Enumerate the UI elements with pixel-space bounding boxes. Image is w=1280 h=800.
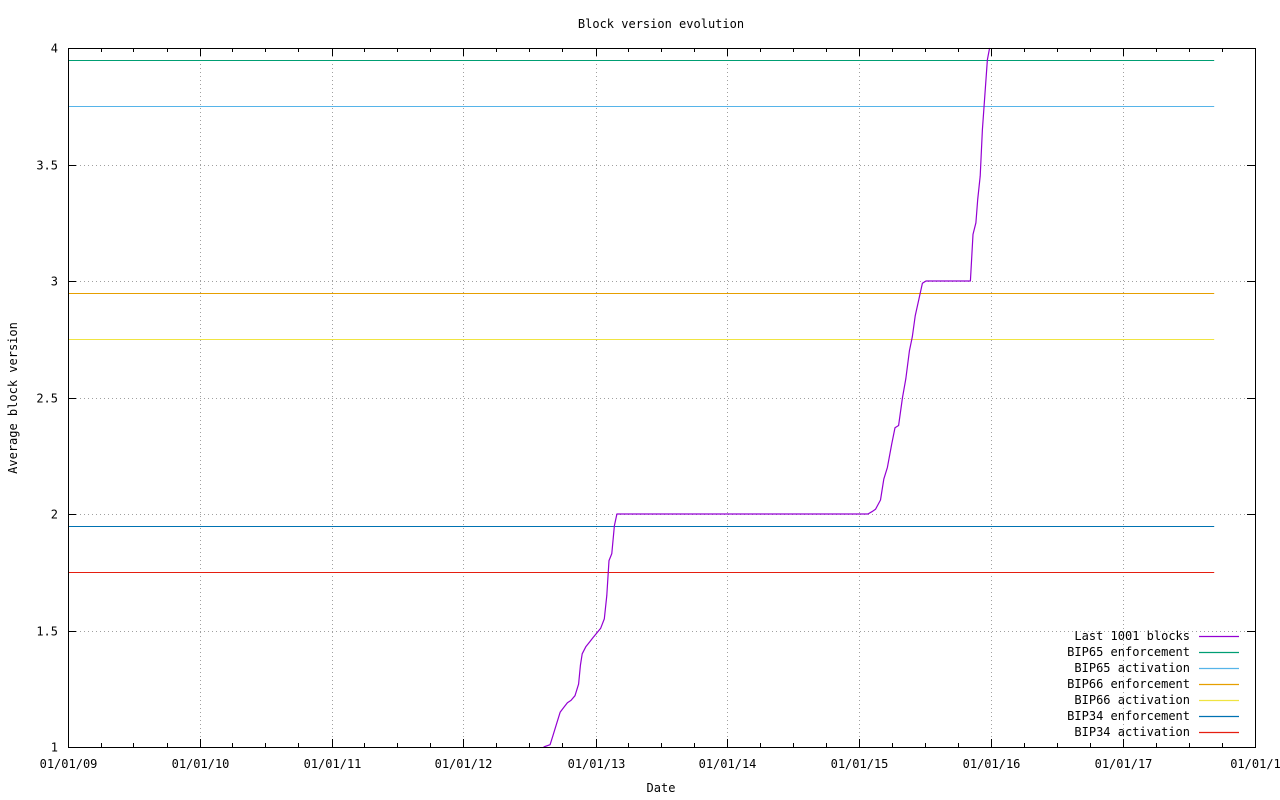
legend-label-bip65-activation: BIP65 activation bbox=[1074, 661, 1190, 675]
y-axis-label: Average block version bbox=[6, 322, 20, 474]
legend-label-bip34-activation: BIP34 activation bbox=[1074, 725, 1190, 739]
grid-layer bbox=[68, 48, 1255, 747]
x-tick-label: 01/01/10 bbox=[172, 757, 230, 771]
x-tick-label: 01/01/1 bbox=[1230, 757, 1280, 771]
y-tick-label: 3 bbox=[51, 275, 58, 289]
legend: Last 1001 blocks BIP65 enforcement BIP65 a… bbox=[1067, 629, 1239, 739]
x-tick-label: 01/01/12 bbox=[435, 757, 493, 771]
y-tick-label: 2.5 bbox=[36, 392, 58, 406]
x-tick-labels: 01/01/09 01/01/10 01/01/11 01/01/12 01/01/13… bbox=[40, 757, 1280, 771]
legend-label-last-1001-blocks: Last 1001 blocks bbox=[1074, 629, 1190, 643]
y-tick-label: 2 bbox=[51, 508, 58, 522]
legend-label-bip34-enforcement: BIP34 enforcement bbox=[1067, 709, 1190, 723]
x-tick-label: 01/01/16 bbox=[963, 757, 1021, 771]
x-tick-label: 01/01/17 bbox=[1095, 757, 1153, 771]
y-tick-labels: 1 1.5 2 2.5 3 3.5 4 bbox=[36, 42, 58, 755]
legend-label-bip66-activation: BIP66 activation bbox=[1074, 693, 1190, 707]
series-line-last-1001-blocks bbox=[543, 47, 991, 748]
x-tick-label: 01/01/15 bbox=[831, 757, 889, 771]
x-axis-label: Date bbox=[647, 781, 676, 795]
threshold-lines bbox=[68, 60, 1215, 573]
chart-title: Block version evolution bbox=[578, 17, 744, 31]
x-tick-label: 01/01/11 bbox=[304, 757, 362, 771]
legend-label-bip65-enforcement: BIP65 enforcement bbox=[1067, 645, 1190, 659]
x-tick-label: 01/01/14 bbox=[699, 757, 757, 771]
y-tick-label: 4 bbox=[51, 42, 58, 56]
axis-ticks bbox=[68, 48, 1256, 748]
y-tick-label: 1.5 bbox=[36, 625, 58, 639]
x-tick-label: 01/01/09 bbox=[40, 757, 98, 771]
y-tick-label: 3.5 bbox=[36, 159, 58, 173]
x-tick-label: 01/01/13 bbox=[568, 757, 626, 771]
series-lines bbox=[543, 47, 991, 748]
y-tick-label: 1 bbox=[51, 741, 58, 755]
legend-label-bip66-enforcement: BIP66 enforcement bbox=[1067, 677, 1190, 691]
